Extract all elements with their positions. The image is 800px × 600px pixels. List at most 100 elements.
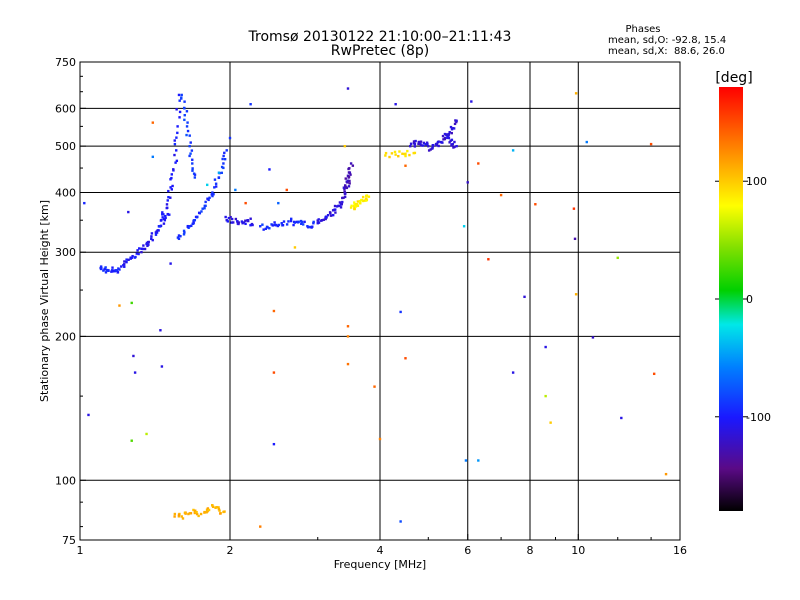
data-point bbox=[191, 169, 194, 172]
data-point bbox=[356, 200, 360, 203]
data-point bbox=[213, 178, 217, 181]
data-point bbox=[432, 143, 435, 147]
data-point bbox=[107, 269, 110, 272]
data-point bbox=[222, 166, 225, 170]
data-point bbox=[343, 187, 346, 191]
x-tick-label: 8 bbox=[527, 544, 534, 557]
data-point bbox=[450, 144, 453, 147]
data-point bbox=[412, 140, 416, 143]
data-point bbox=[205, 508, 209, 511]
data-point bbox=[170, 173, 173, 176]
data-point bbox=[193, 173, 197, 176]
data-point bbox=[340, 202, 343, 206]
data-point bbox=[409, 144, 412, 148]
data-point bbox=[168, 213, 171, 216]
data-point bbox=[171, 184, 174, 188]
y-tick-label: 600 bbox=[55, 102, 76, 115]
data-point bbox=[443, 137, 447, 141]
data-point bbox=[431, 147, 434, 150]
data-point bbox=[324, 215, 327, 219]
data-point bbox=[220, 171, 224, 175]
data-point bbox=[356, 204, 360, 207]
data-point bbox=[274, 223, 278, 227]
data-point bbox=[421, 144, 425, 147]
data-point bbox=[204, 200, 207, 204]
data-point bbox=[115, 269, 119, 272]
data-point bbox=[170, 188, 173, 191]
data-point bbox=[406, 149, 409, 153]
data-point bbox=[353, 201, 356, 204]
data-point bbox=[347, 175, 351, 179]
data-point bbox=[436, 141, 440, 144]
data-point bbox=[331, 209, 335, 212]
data-point bbox=[186, 225, 189, 228]
data-point bbox=[125, 260, 128, 264]
data-point bbox=[222, 154, 225, 158]
data-point bbox=[181, 517, 185, 520]
data-point bbox=[169, 262, 172, 265]
data-point bbox=[350, 204, 353, 208]
x-tick-label: 1 bbox=[77, 544, 84, 557]
x-tick-label: 2 bbox=[227, 544, 234, 557]
data-point bbox=[347, 185, 351, 188]
data-point bbox=[130, 439, 133, 442]
data-point bbox=[351, 164, 355, 167]
data-point bbox=[404, 357, 407, 360]
data-point bbox=[249, 103, 252, 106]
data-point bbox=[341, 200, 344, 204]
data-point bbox=[137, 252, 140, 256]
data-point bbox=[311, 225, 314, 228]
data-point bbox=[343, 144, 347, 148]
data-point bbox=[334, 211, 337, 214]
data-point bbox=[334, 208, 337, 211]
data-point bbox=[549, 421, 552, 424]
data-point bbox=[277, 223, 281, 227]
data-point bbox=[183, 113, 186, 117]
data-point bbox=[211, 504, 214, 507]
data-point bbox=[99, 267, 103, 271]
data-point bbox=[574, 92, 578, 95]
data-point bbox=[169, 178, 172, 181]
data-point bbox=[450, 131, 453, 135]
stats-line-o: mean, sd,O: -92.8, 15.4 bbox=[608, 35, 726, 46]
data-point bbox=[203, 510, 206, 514]
data-point bbox=[195, 512, 199, 516]
data-point bbox=[346, 179, 350, 182]
data-point bbox=[470, 100, 473, 103]
data-point bbox=[296, 221, 300, 224]
data-point bbox=[434, 142, 438, 146]
data-point bbox=[173, 139, 176, 142]
data-point bbox=[326, 214, 330, 217]
data-points bbox=[83, 87, 668, 528]
data-point bbox=[219, 512, 222, 515]
data-point bbox=[179, 235, 182, 238]
data-point bbox=[183, 100, 186, 103]
data-point bbox=[346, 325, 350, 328]
data-point bbox=[591, 336, 595, 339]
data-point bbox=[230, 217, 234, 221]
data-point bbox=[166, 213, 169, 216]
x-tick-label: 16 bbox=[673, 544, 687, 557]
data-point bbox=[331, 213, 335, 217]
data-point bbox=[347, 167, 350, 171]
data-point bbox=[211, 194, 214, 198]
data-point bbox=[306, 225, 309, 228]
data-point bbox=[419, 142, 422, 146]
data-point bbox=[266, 226, 269, 229]
data-point bbox=[384, 154, 387, 157]
data-point bbox=[227, 216, 231, 220]
data-point bbox=[188, 134, 191, 137]
data-point bbox=[104, 271, 108, 274]
data-point bbox=[169, 196, 172, 199]
y-axis-label: Stationary phase Virtual Height [km] bbox=[38, 200, 51, 402]
data-point bbox=[191, 222, 194, 225]
data-point bbox=[143, 247, 147, 251]
data-point bbox=[453, 140, 456, 144]
data-point bbox=[103, 267, 107, 270]
data-point bbox=[187, 512, 190, 516]
data-point bbox=[429, 148, 432, 151]
axis-ticks: 1 2 4 6 8 10 16 75 100 200 300 400 500 600 750 bbox=[55, 56, 687, 557]
data-point bbox=[401, 152, 404, 155]
data-point bbox=[312, 220, 315, 224]
data-point bbox=[273, 221, 276, 224]
